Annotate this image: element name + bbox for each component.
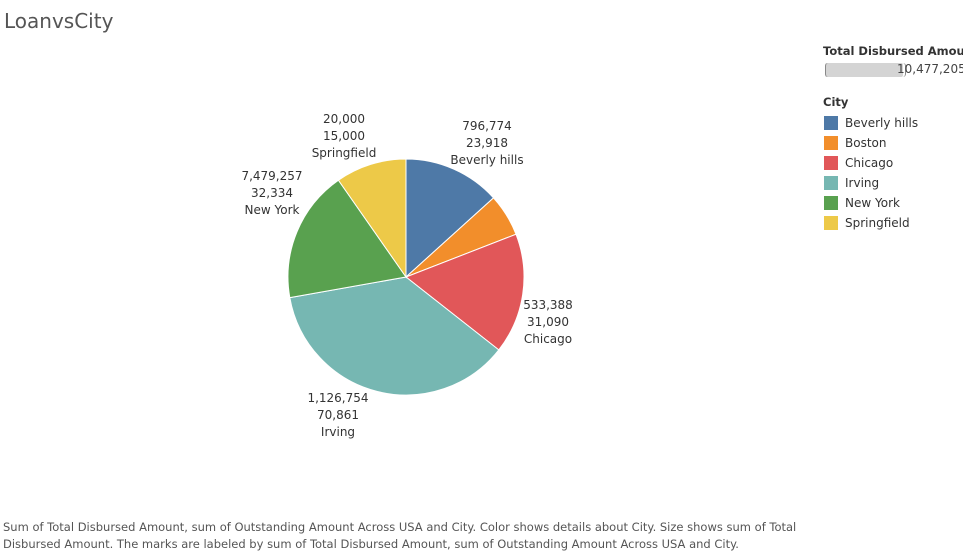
legend-label: Boston — [845, 136, 887, 150]
slice-label-new-york: 7,479,257 32,334 New York — [241, 169, 302, 217]
slice-outstanding-value: 31,090 — [527, 315, 569, 329]
legend-swatch — [824, 156, 838, 170]
size-legend-min-cap — [825, 63, 829, 77]
slice-city-name: Irving — [321, 425, 355, 439]
slice-city-name: Springfield — [312, 146, 377, 160]
size-legend: 10,477,205 — [823, 61, 963, 79]
legend-item-springfield[interactable]: Springfield — [823, 213, 961, 233]
legend-swatch — [824, 116, 838, 130]
legend-swatch — [824, 196, 838, 210]
pie-slices — [287, 158, 525, 396]
slice-disbursed-value: 796,774 — [462, 119, 512, 133]
legend-item-chicago[interactable]: Chicago — [823, 153, 961, 173]
slice-disbursed-value: 20,000 — [323, 112, 365, 126]
slice-city-name: New York — [245, 203, 300, 217]
legend-label: Beverly hills — [845, 116, 919, 130]
slice-label-springfield: 20,000 15,000 Springfield — [312, 112, 377, 160]
chart-caption: Sum of Total Disbursed Amount, sum of Ou… — [3, 520, 797, 551]
slice-label-chicago: 533,388 31,090 Chicago — [523, 298, 573, 346]
size-legend-bar — [825, 63, 903, 77]
size-legend-max-cap — [902, 63, 906, 77]
sheet-title: LoanvsCity — [4, 9, 114, 33]
legend-item-new-york[interactable]: New York — [823, 193, 961, 213]
slice-outstanding-value: 15,000 — [323, 129, 365, 143]
pie-slice-irving[interactable] — [289, 276, 500, 396]
pie-slice-chicago[interactable] — [405, 233, 525, 351]
legend-swatch — [824, 136, 838, 150]
legend-swatch — [824, 176, 838, 190]
slice-outstanding-value: 32,334 — [251, 186, 293, 200]
legend-label: New York — [845, 196, 900, 210]
slice-outstanding-value: 23,918 — [466, 136, 508, 150]
legend-item-irving[interactable]: Irving — [823, 173, 961, 193]
legend-label: Irving — [845, 176, 880, 190]
slice-disbursed-value: 7,479,257 — [241, 169, 302, 183]
slice-label-irving: 1,126,754 70,861 Irving — [307, 391, 368, 439]
slice-disbursed-value: 1,126,754 — [307, 391, 368, 405]
legend-label: Chicago — [845, 156, 894, 170]
pie-slice-beverly-hills[interactable] — [405, 158, 495, 279]
slice-labels: 796,774 23,918 Beverly hills 533,388 31,090 C… — [241, 112, 572, 439]
legend-item-beverly-hills[interactable]: Beverly hills — [823, 113, 961, 133]
slice-outstanding-value: 70,861 — [317, 408, 359, 422]
slice-city-name: Chicago — [524, 332, 572, 346]
legend-swatch — [824, 216, 838, 230]
size-legend-title: Total Disbursed Amount — [823, 44, 963, 58]
pie-slice-new-york[interactable] — [287, 179, 407, 299]
legend-item-boston[interactable]: Boston — [823, 133, 961, 153]
slice-disbursed-value: 533,388 — [523, 298, 573, 312]
legend-panel: Total Disbursed Amount 10,477,205 City B… — [823, 44, 963, 233]
slice-city-name: Beverly hills — [450, 153, 523, 167]
pie-slice-springfield[interactable] — [337, 158, 407, 279]
slice-label-beverly-hills: 796,774 23,918 Beverly hills — [450, 119, 523, 167]
color-legend-list: Beverly hills Boston Chicago Irving New York… — [823, 113, 961, 233]
color-legend-title: City — [823, 95, 849, 109]
size-legend-max-value: 10,477,205 — [897, 62, 963, 76]
legend-label: Springfield — [845, 216, 910, 230]
